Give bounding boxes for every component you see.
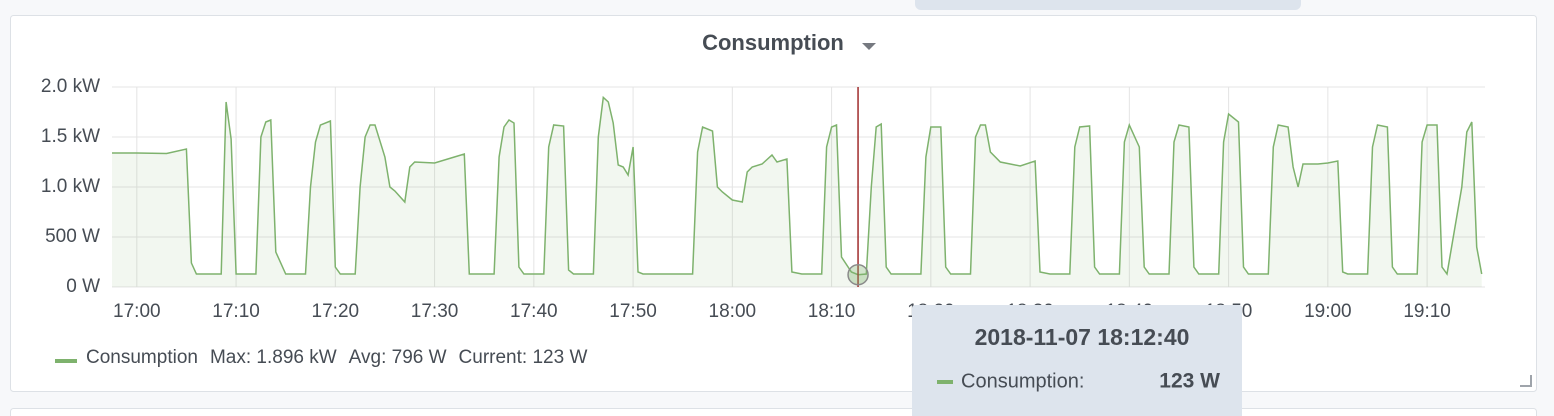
y-tick-label: 2.0 kW [41, 76, 100, 97]
legend-label: Consumption [86, 347, 198, 368]
area [112, 97, 1482, 288]
resize-handle[interactable] [1520, 375, 1532, 387]
x-tick-label: 17:50 [609, 301, 657, 322]
tooltip [912, 305, 1242, 416]
next-panel [10, 408, 1537, 416]
tooltip-title: 2018-11-07 18:12:40 [975, 324, 1190, 350]
x-tick-label: 17:20 [312, 301, 360, 322]
title-caret[interactable] [862, 43, 876, 50]
plot: 0 W 500 W 1.0 kW 1.5 kW 2.0 kW 17:00 17:10 17:2… [41, 76, 1485, 368]
tooltip-series: Consumption: [961, 370, 1084, 392]
y-tick-label: 1.0 kW [41, 176, 100, 197]
x-tick-label: 17:00 [113, 301, 161, 322]
line [112, 95, 1483, 276]
y-tick-label: 500 W [45, 226, 100, 247]
legend-stat: Max: 1.896 kW [210, 347, 337, 368]
legend-stat: Avg: 796 W [349, 347, 447, 368]
x-tick-label: 18:10 [808, 301, 856, 322]
hover-point [847, 263, 869, 286]
x-tick-label: 19:00 [1304, 301, 1352, 322]
x-tick-label: 19:10 [1403, 301, 1451, 322]
y-tick-label: 1.5 kW [41, 126, 100, 147]
legend-stat: Current: 123 W [459, 347, 588, 368]
x-tick-label: 17:10 [212, 301, 260, 322]
x-tick-label: 17:40 [510, 301, 558, 322]
row-tab [915, 0, 1301, 10]
tooltip-value: 123 W [1159, 370, 1220, 393]
x-tick-label: 18:00 [709, 301, 757, 322]
panel [10, 15, 1537, 392]
chart-title[interactable]: Consumption [702, 30, 844, 55]
y-tick-label: 0 W [66, 276, 100, 297]
x-tick-label: 17:30 [411, 301, 459, 322]
